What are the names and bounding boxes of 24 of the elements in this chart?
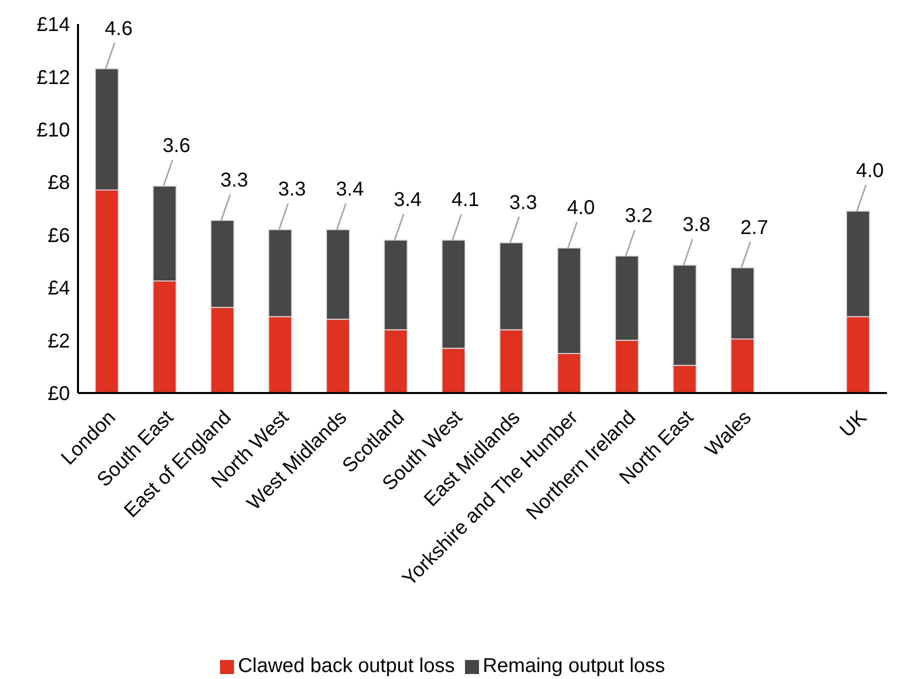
data-label: 3.2 [624, 204, 653, 227]
data-label: 3.3 [509, 192, 538, 214]
data-label: 4.1 [451, 189, 480, 212]
x-tick-label: UK [836, 406, 872, 442]
data-label: 4.6 [104, 18, 133, 40]
y-tick-label: £12 [36, 66, 70, 89]
y-tick-label: £10 [36, 120, 70, 142]
y-tick-label: £0 [48, 383, 70, 406]
y-tick-label: £4 [48, 278, 70, 300]
data-label: 4.0 [856, 160, 884, 182]
data-label: 3.8 [682, 214, 710, 236]
data-label: 2.7 [740, 216, 768, 239]
data-label: 3.6 [162, 135, 190, 158]
y-tick-label: £8 [48, 172, 70, 194]
data-label: 3.3 [278, 178, 306, 201]
legend-label: Remaing output loss [482, 655, 666, 677]
y-tick-label: £14 [36, 14, 70, 36]
data-label: 3.4 [336, 178, 364, 201]
data-label: 4.0 [567, 197, 595, 220]
y-tick-label: £6 [48, 224, 70, 247]
data-label: 3.4 [394, 189, 422, 212]
data-label: 3.3 [220, 169, 248, 192]
legend-label: Clawed back output loss [238, 655, 455, 677]
y-tick-label: £2 [48, 330, 70, 352]
